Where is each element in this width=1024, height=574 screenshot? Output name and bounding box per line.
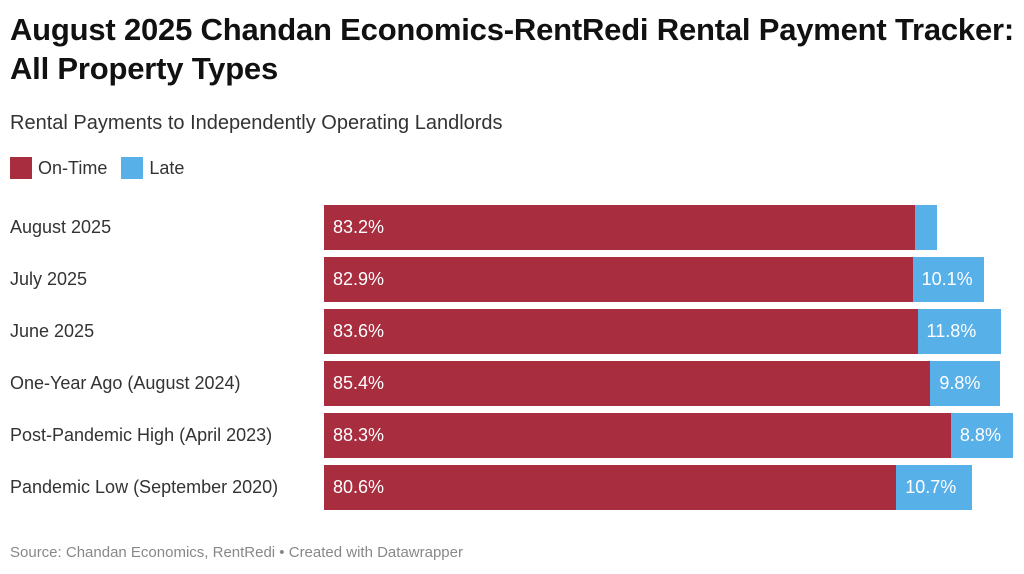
late-bar: [914, 205, 937, 250]
category-label: Pandemic Low (September 2020): [10, 477, 279, 497]
on-time-bar: [324, 309, 918, 354]
late-bar: [930, 361, 1000, 406]
on-time-data-label: 85.4%: [333, 373, 385, 393]
legend: On-Time Late: [10, 157, 184, 179]
chart-title: August 2025 Chandan Economics-RentRedi R…: [10, 12, 1014, 86]
on-time-bar: [324, 257, 913, 302]
legend-swatch-late: [121, 157, 144, 179]
source-note: Source: Chandan Economics, RentRedi • Cr…: [10, 544, 463, 561]
on-time-data-label: 80.6%: [333, 477, 385, 497]
on-time-data-label: 83.2%: [333, 217, 385, 237]
category-label: August 2025: [10, 217, 112, 237]
late-data-label: 10.7%: [905, 477, 957, 497]
category-label: July 2025: [10, 269, 88, 289]
on-time-bar: [324, 205, 915, 250]
chart-subtitle: Rental Payments to Independently Operati…: [10, 112, 503, 134]
late-bar: [896, 465, 973, 510]
legend-label-late: Late: [149, 157, 185, 178]
on-time-bar: [324, 465, 897, 510]
late-bar: [917, 309, 1002, 354]
on-time-data-label: 82.9%: [333, 269, 385, 289]
late-data-label: 8.8%: [959, 425, 1001, 445]
on-time-bar: [324, 361, 931, 406]
legend-swatch-on-time: [10, 157, 32, 179]
category-label: June 2025: [10, 321, 95, 341]
on-time-data-label: 88.3%: [333, 425, 385, 445]
legend-label-on-time: On-Time: [38, 157, 108, 178]
on-time-bar: [324, 413, 951, 458]
category-label: Post-Pandemic High (April 2023): [10, 425, 273, 445]
late-data-label: 9.8%: [939, 373, 981, 393]
late-bar: [912, 257, 985, 302]
late-bar: [950, 413, 1014, 458]
category-label: One-Year Ago (August 2024): [10, 373, 241, 393]
legend-item-on-time: On-Time: [10, 157, 107, 179]
on-time-data-label: 83.6%: [333, 321, 385, 341]
late-data-label: 10.1%: [921, 269, 973, 289]
late-data-label: 11.8%: [926, 321, 977, 341]
legend-item-late: Late: [121, 157, 184, 179]
